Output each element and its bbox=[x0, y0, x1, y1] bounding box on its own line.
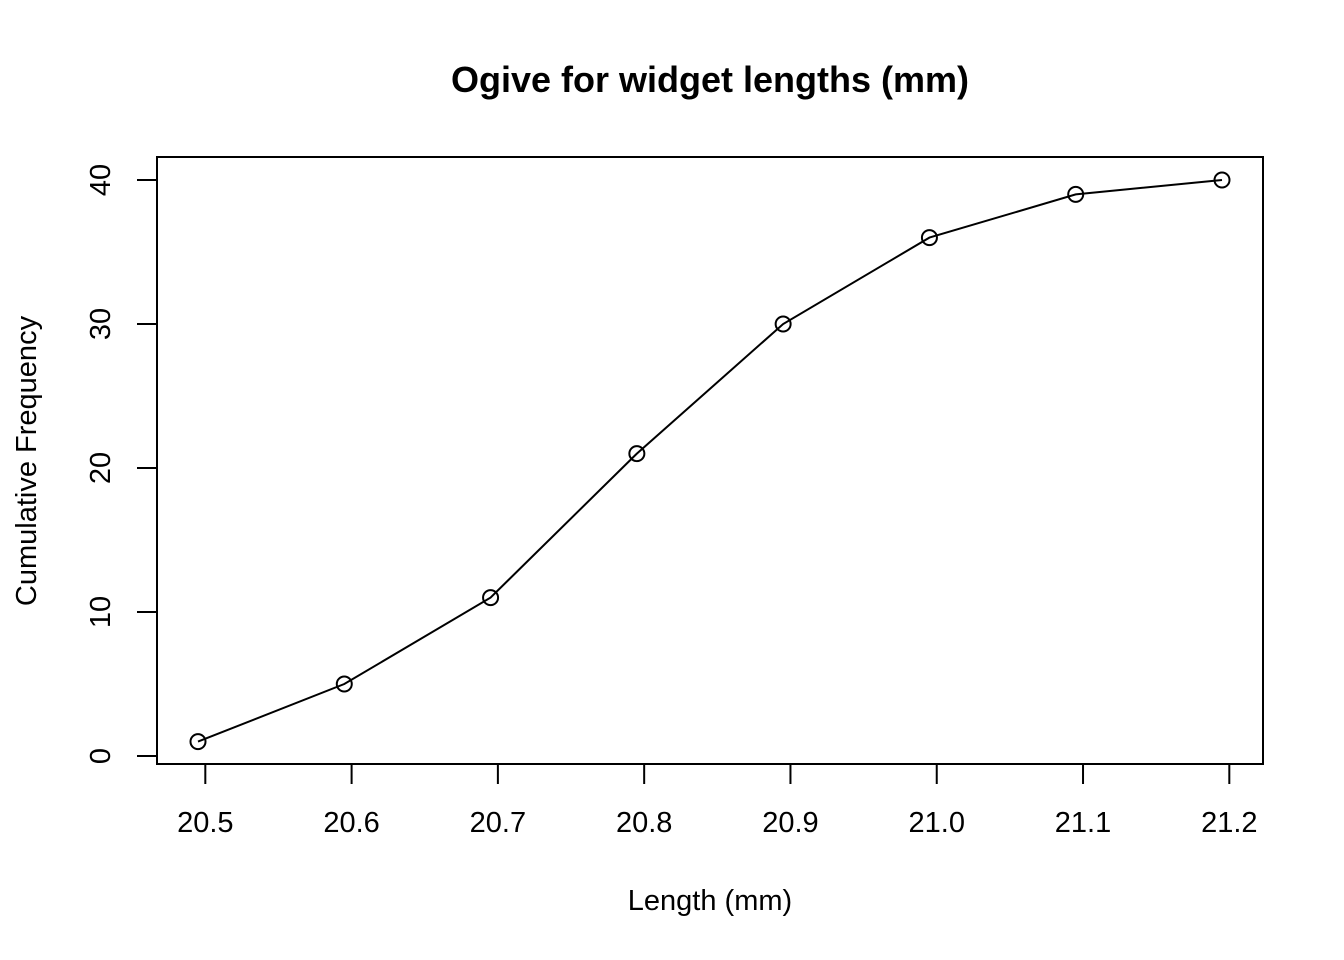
y-tick-label: 0 bbox=[85, 748, 117, 764]
series-line bbox=[197, 179, 1223, 743]
data-point bbox=[774, 315, 792, 333]
x-tick-label: 20.8 bbox=[616, 807, 672, 839]
data-point bbox=[628, 445, 646, 463]
data-point bbox=[482, 589, 500, 607]
x-tick-label: 20.7 bbox=[470, 807, 526, 839]
y-tick-label: 10 bbox=[85, 596, 117, 628]
data-point bbox=[189, 733, 207, 751]
x-tick-label: 21.2 bbox=[1201, 807, 1257, 839]
x-axis-label: Length (mm) bbox=[628, 885, 792, 917]
x-tick-label: 21.0 bbox=[909, 807, 965, 839]
data-point bbox=[920, 229, 938, 247]
chart-title: Ogive for widget lengths (mm) bbox=[451, 59, 969, 100]
x-tick-label: 20.6 bbox=[323, 807, 379, 839]
y-tick-label: 20 bbox=[85, 452, 117, 484]
x-tick-label: 20.5 bbox=[177, 807, 233, 839]
plot-frame bbox=[156, 156, 1264, 765]
series-layer bbox=[189, 171, 1231, 751]
data-point bbox=[1213, 171, 1231, 189]
x-tick-label: 21.1 bbox=[1055, 807, 1111, 839]
data-point bbox=[335, 675, 353, 693]
x-axis: 20.5 20.6 20.7 20.8 20.9 21.0 21.1 21.2 bbox=[177, 763, 1258, 839]
y-axis-label: Cumulative Frequency bbox=[11, 315, 43, 606]
x-tick-label: 20.9 bbox=[762, 807, 818, 839]
y-tick-label: 40 bbox=[85, 164, 117, 196]
y-tick-label: 30 bbox=[85, 308, 117, 340]
y-axis: 0 10 20 30 40 bbox=[85, 164, 158, 764]
data-point bbox=[1067, 185, 1085, 203]
